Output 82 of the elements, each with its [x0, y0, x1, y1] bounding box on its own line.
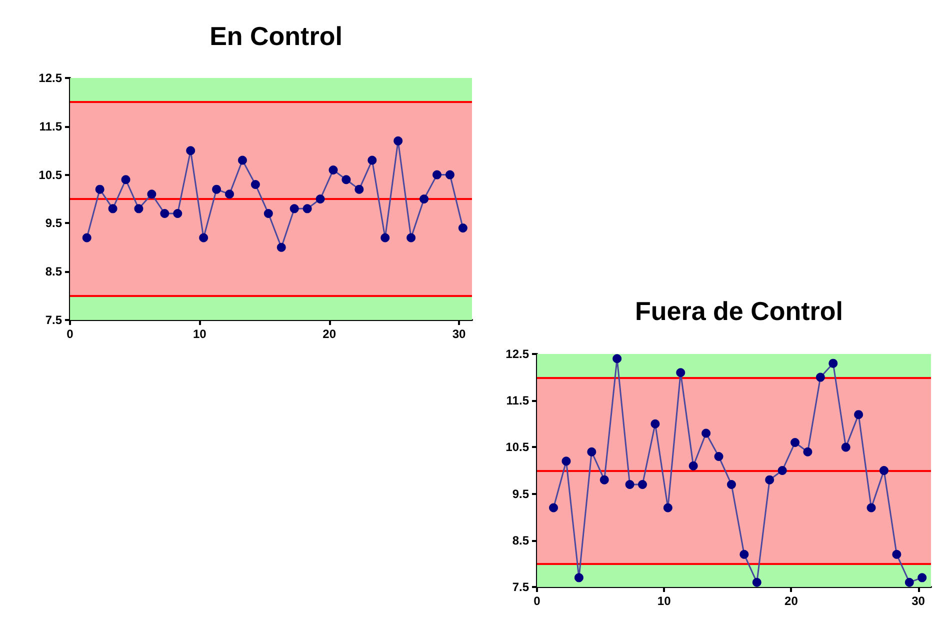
point: [368, 156, 377, 165]
point: [790, 438, 800, 448]
point: [549, 503, 558, 512]
point: [702, 428, 711, 438]
point: [676, 368, 686, 378]
x-tick-label: 20: [322, 327, 336, 341]
point: [625, 480, 634, 489]
point: [587, 447, 596, 456]
point: [765, 475, 774, 484]
point: [302, 204, 312, 214]
point: [147, 190, 156, 199]
point: [95, 184, 104, 194]
y-tick-label: 7.5: [512, 580, 530, 594]
y-tick-label: 11.5: [39, 119, 62, 134]
point: [638, 480, 647, 489]
point: [726, 480, 736, 489]
point: [879, 466, 888, 475]
point: [134, 204, 144, 214]
point: [238, 156, 247, 165]
point: [264, 209, 273, 218]
point: [688, 461, 698, 470]
point: [778, 466, 787, 475]
y-tick-label: 11.5: [506, 394, 530, 408]
point: [866, 503, 876, 512]
y-tick-label: 8.5: [512, 533, 530, 548]
point: [380, 233, 390, 242]
point: [250, 180, 260, 189]
point: [458, 224, 468, 233]
point: [612, 354, 622, 364]
point: [432, 170, 442, 180]
point: [420, 194, 429, 204]
point: [316, 194, 325, 204]
point: [650, 419, 660, 428]
point: [276, 242, 286, 252]
point: [803, 447, 812, 456]
point: [740, 550, 749, 559]
y-tick-label: 7.5: [45, 313, 62, 327]
point: [445, 170, 454, 180]
point: [663, 503, 672, 512]
y-tick-label: 12.5: [38, 71, 62, 85]
point: [562, 456, 571, 466]
point: [186, 146, 196, 156]
point: [290, 204, 299, 214]
x-tick-label: 0: [534, 594, 541, 608]
point: [225, 190, 234, 199]
point: [714, 452, 724, 462]
point: [816, 372, 825, 382]
y-tick-label: 12.5: [506, 347, 530, 361]
point: [108, 204, 118, 214]
point: [752, 578, 762, 587]
y-tick-label: 8.5: [45, 264, 62, 279]
point: [841, 442, 850, 452]
point: [328, 165, 338, 174]
point: [160, 209, 170, 218]
point: [854, 410, 864, 420]
x-tick-label: 10: [657, 594, 672, 608]
point: [574, 573, 584, 582]
point: [904, 578, 914, 587]
point: [892, 550, 902, 559]
point: [121, 175, 130, 184]
point: [173, 209, 182, 218]
point: [354, 184, 364, 194]
x-tick-label: 30: [452, 327, 466, 341]
point: [600, 475, 609, 484]
x-tick-label: 10: [193, 327, 207, 341]
y-tick-label: 9.5: [45, 216, 62, 230]
y-tick-label: 9.5: [512, 486, 530, 501]
point: [828, 358, 838, 368]
x-tick-label: 0: [66, 327, 74, 341]
point: [82, 233, 92, 242]
y-tick-label: 10.5: [38, 168, 62, 182]
chart-title: En Control: [210, 21, 342, 51]
y-tick-label: 10.5: [506, 440, 530, 454]
point: [406, 233, 416, 242]
x-tick-label: 30: [912, 594, 926, 608]
point: [199, 233, 208, 242]
point: [342, 175, 351, 184]
point: [918, 573, 927, 582]
point: [394, 136, 403, 146]
point: [212, 184, 222, 194]
x-tick-label: 20: [784, 594, 798, 608]
chart-title: Fuera de Control: [634, 296, 844, 326]
